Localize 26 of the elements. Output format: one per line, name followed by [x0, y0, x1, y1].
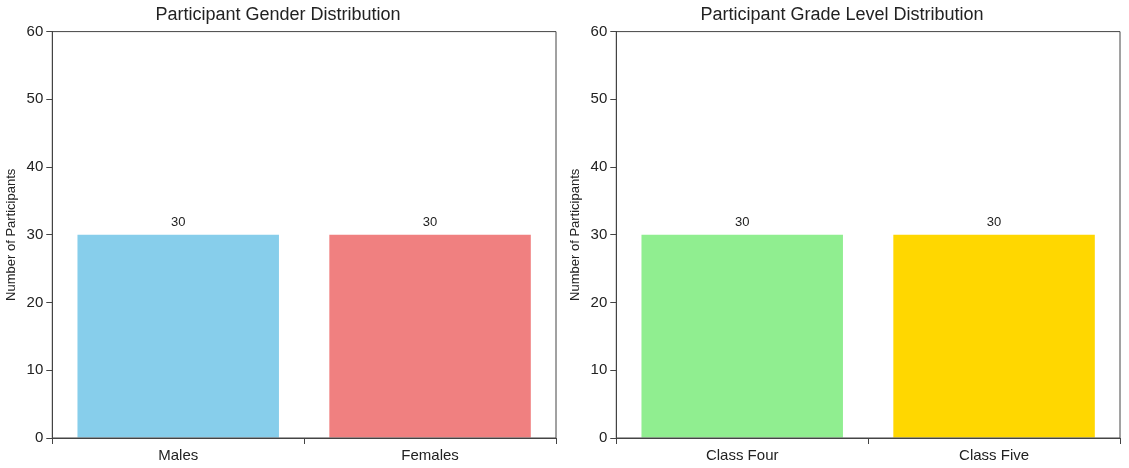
y-tick-label: 10	[26, 360, 44, 378]
y-tick-label: 50	[590, 89, 608, 107]
x-tick-label: Males	[158, 446, 199, 464]
y-axis-title: Number of Participants	[3, 168, 19, 301]
y-tick-label: 60	[590, 21, 608, 39]
y-tick-label: 0	[598, 428, 608, 446]
x-tick-label: Class Five	[959, 446, 1030, 464]
y-tick-label: 20	[26, 292, 44, 310]
y-tick-label: 0	[34, 428, 44, 446]
x-tick-label: Females	[401, 446, 459, 464]
y-tick-label: 60	[26, 21, 44, 39]
y-tick-label: 30	[590, 224, 608, 242]
chart-title: Participant Grade Level Distribution	[700, 3, 984, 24]
y-tick-label: 40	[590, 157, 608, 175]
y-tick-label: 20	[590, 292, 608, 310]
y-tick-label: 50	[26, 89, 44, 107]
data-label: 30	[986, 213, 1002, 229]
y-axis-title: Number of Participants	[567, 168, 583, 301]
chart-title: Participant Gender Distribution	[155, 3, 401, 24]
x-tick-label: Class Four	[705, 446, 779, 464]
y-tick-label: 10	[590, 360, 608, 378]
y-tick-label: 40	[26, 157, 44, 175]
data-label: 30	[422, 213, 438, 229]
data-label: 30	[170, 213, 186, 229]
data-label: 30	[734, 213, 750, 229]
y-tick-label: 30	[26, 224, 44, 242]
